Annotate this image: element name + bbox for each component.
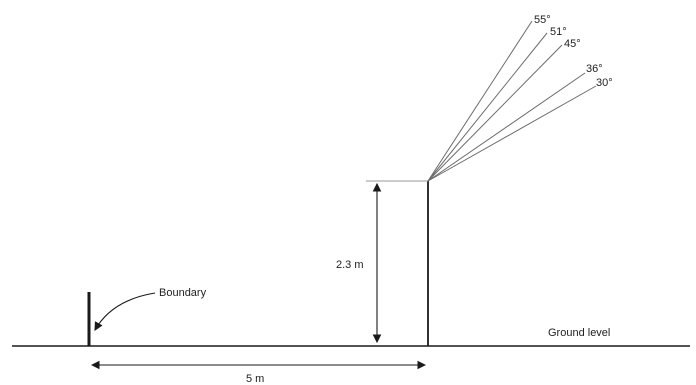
angle-label-45: 45° xyxy=(564,38,581,50)
angle-ray-51 xyxy=(427,32,548,182)
distance-label: 5 m xyxy=(246,373,264,385)
height-label: 2.3 m xyxy=(336,259,364,271)
angle-label-30: 30° xyxy=(596,77,613,89)
angle-label-36: 36° xyxy=(586,63,603,75)
ground-level-label: Ground level xyxy=(548,327,610,339)
angle-ray-30 xyxy=(427,85,597,182)
boundary-label: Boundary xyxy=(159,287,207,299)
angle-label-51: 51° xyxy=(550,26,567,38)
angle-ray-45 xyxy=(427,44,563,182)
angle-ray-36 xyxy=(427,72,586,182)
angle-rays xyxy=(427,20,597,182)
angle-labels: 55°51°45° 36° 30° xyxy=(534,14,613,89)
boundary-pointer-arrow xyxy=(94,292,156,331)
angle-ray-55 xyxy=(427,20,533,182)
angle-label-55: 55° xyxy=(534,14,551,26)
